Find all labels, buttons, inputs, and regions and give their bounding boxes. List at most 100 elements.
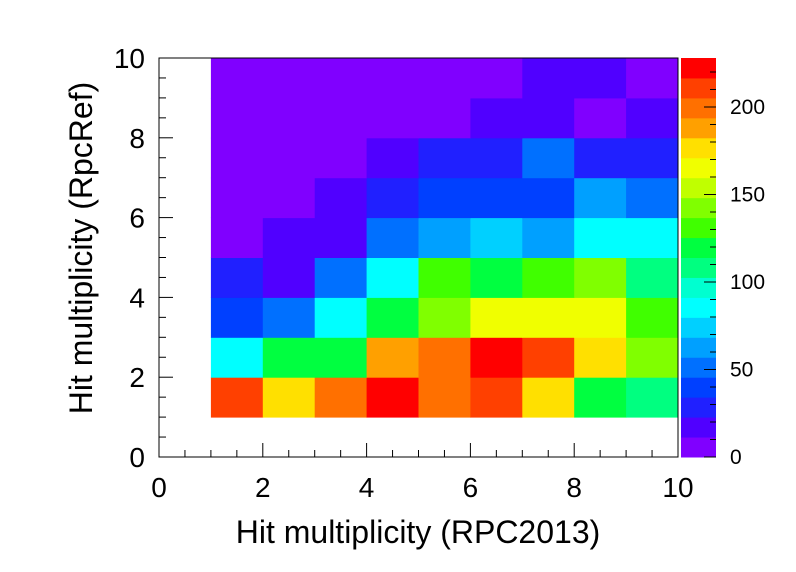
colorbar-segment: [681, 77, 716, 99]
heatmap-cell: [522, 257, 575, 298]
axes: 0 2 4 6 8 10 0 2 4 6 8 10: [114, 43, 694, 503]
heatmap-cell: [626, 297, 679, 338]
y-tick-label: 6: [129, 203, 145, 234]
heatmap-cell: [314, 257, 368, 298]
heatmap-cell: [210, 58, 264, 99]
y-tick-label: 10: [114, 43, 145, 74]
heatmap-cell: [418, 137, 471, 179]
heatmap-cell: [210, 217, 264, 258]
heatmap-cell: [626, 377, 679, 418]
heatmap-cell: [210, 257, 264, 298]
heatmap-cell: [418, 177, 471, 219]
colorbar-tick-label: 200: [730, 96, 765, 119]
colorbar-tick-label: 150: [730, 184, 765, 207]
heatmap-cell: [626, 257, 679, 298]
heatmap-cell: [314, 377, 368, 418]
colorbar-segment: [681, 197, 716, 219]
heatmap-cell: [210, 337, 264, 378]
heatmap-cell: [210, 377, 264, 418]
colorbar-tick-label: 50: [730, 359, 753, 382]
colorbar-segment: [681, 397, 716, 418]
heatmap-cell: [262, 257, 316, 298]
y-tick-label: 8: [129, 123, 145, 154]
y-tick-label: 0: [129, 442, 145, 473]
heatmap-cell: [366, 257, 419, 298]
colorbar-segment: [681, 237, 716, 258]
colorbar-segment: [681, 257, 716, 278]
heatmap-cell: [574, 58, 627, 99]
heatmap-cell: [626, 97, 679, 139]
colorbar-segment: [681, 437, 716, 458]
heatmap-cell: [314, 97, 368, 139]
x-tick-label: 4: [359, 472, 375, 503]
y-tick-label: 2: [129, 362, 145, 393]
heatmap-cell: [314, 137, 368, 179]
heatmap-cell: [314, 177, 368, 219]
colorbar-segment: [681, 297, 716, 318]
heatmap-cell: [522, 377, 575, 418]
heatmap-cell: [366, 177, 419, 219]
colorbar-segment: [681, 357, 716, 378]
heatmap-cell: [262, 97, 316, 139]
heatmap-cell: [366, 58, 419, 99]
heatmap-cell: [470, 337, 523, 378]
heatmap-cell: [574, 297, 627, 338]
heatmap-cell: [470, 217, 523, 258]
heatmap-cell: [574, 217, 627, 258]
heatmap-cell: [418, 217, 471, 258]
heatmap-cell: [314, 217, 368, 258]
heatmap-cell: [470, 377, 523, 418]
colorbar-tick-label: 100: [730, 271, 765, 294]
colorbar-segment: [681, 58, 716, 79]
heatmap-cell: [522, 58, 575, 99]
heatmap-cell: [574, 257, 627, 298]
colorbar-segment: [681, 217, 716, 239]
heatmap-cell: [366, 337, 419, 378]
heatmap-cell: [522, 97, 575, 139]
colorbar-segment: [681, 317, 716, 338]
heatmap-cell: [470, 257, 523, 298]
heatmap-cell: [574, 337, 627, 378]
y-tick-label: 4: [129, 282, 145, 313]
heatmap-cell: [626, 217, 679, 258]
colorbar-segment: [681, 97, 716, 119]
x-tick-label: 0: [151, 472, 167, 503]
heatmap-cell: [366, 217, 419, 258]
heatmap-cell: [470, 297, 523, 338]
heatmap-cell: [262, 377, 316, 418]
heatmap-cell: [366, 377, 419, 418]
y-axis-title: Hit multiplicity (RpcRef): [63, 82, 99, 414]
heatmap-cell: [470, 177, 523, 219]
colorbar-segment: [681, 177, 716, 199]
heatmap-cell: [210, 97, 264, 139]
heatmap-cell: [366, 137, 419, 179]
colorbar-segment: [681, 137, 716, 159]
colorbar-segment: [681, 117, 716, 139]
heatmap-cell: [262, 177, 316, 219]
heatmap-cell: [522, 137, 575, 179]
heatmap-cell: [262, 217, 316, 258]
colorbar-segment: [681, 277, 716, 298]
heatmap-cell: [470, 137, 523, 179]
heatmap-cell: [574, 177, 627, 219]
heatmap-cell: [262, 137, 316, 179]
heatmap-cell: [522, 177, 575, 219]
heatmap-cell: [366, 297, 419, 338]
heatmap-cell: [626, 177, 679, 219]
heatmap-cell: [210, 137, 264, 179]
heatmap-cell: [470, 97, 523, 139]
heatmap-cell: [522, 337, 575, 378]
heatmap-cell: [626, 58, 679, 99]
heatmap-cell: [262, 337, 316, 378]
heatmap-cell: [314, 337, 368, 378]
x-axis-title: Hit multiplicity (RPC2013): [236, 514, 601, 550]
heatmap-cell: [366, 97, 419, 139]
heatmap-cell: [626, 137, 679, 179]
colorbar-segment: [681, 417, 716, 438]
heatmap-cell: [418, 377, 471, 418]
colorbar-segment: [681, 337, 716, 358]
colorbar-tick-label: 0: [730, 446, 742, 469]
heatmap-cell: [626, 337, 679, 378]
heatmap-cells: [210, 58, 679, 418]
